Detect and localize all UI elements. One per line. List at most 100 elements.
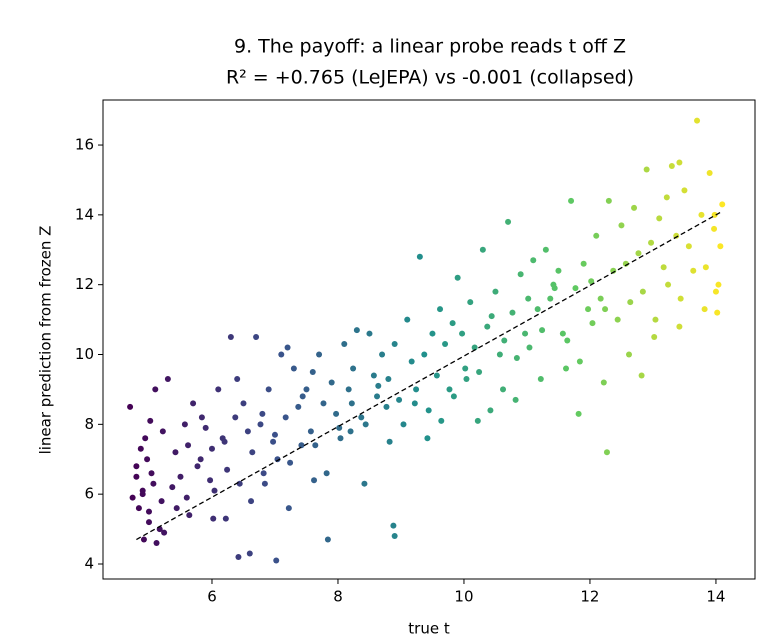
scatter-point (572, 285, 579, 292)
scatter-point (150, 480, 157, 487)
chart-subtitle: R² = +0.765 (LeJEPA) vs -0.001 (collapse… (226, 67, 634, 89)
scatter-point (173, 505, 180, 512)
x-tick-label: 8 (333, 588, 343, 606)
scatter-point (631, 204, 638, 211)
scatter-point (133, 473, 140, 480)
scatter-point (467, 299, 474, 306)
scatter-point (442, 341, 449, 348)
scatter-point (597, 295, 604, 302)
scatter-point (324, 536, 331, 543)
scatter-point (227, 334, 234, 341)
scatter-point (390, 522, 397, 529)
x-tick-label: 6 (207, 588, 217, 606)
scatter-point (198, 414, 205, 421)
scatter-point (534, 306, 541, 313)
scatter-point (285, 505, 292, 512)
scatter-point (379, 351, 386, 358)
scatter-point (701, 306, 708, 313)
scatter-point (542, 246, 549, 253)
scatter-point (137, 445, 144, 452)
scatter-point (539, 327, 546, 334)
scatter-point (350, 365, 357, 372)
scatter-point (605, 197, 612, 204)
scatter-point (145, 508, 152, 515)
scatter-point (194, 463, 201, 470)
scatter-point (375, 382, 382, 389)
scatter-point (690, 267, 697, 274)
scatter-point (563, 365, 570, 372)
scatter-point (719, 201, 726, 208)
scatter-point (362, 421, 369, 428)
scatter-point (715, 281, 722, 288)
scatter-point (450, 393, 457, 400)
scatter-point (651, 334, 658, 341)
scatter-point (711, 225, 718, 232)
scatter-point (660, 264, 667, 271)
scatter-point (446, 386, 453, 393)
scatter-point (555, 267, 562, 274)
x-tick-label: 10 (454, 588, 473, 606)
y-tick-label: 16 (75, 136, 94, 154)
scatter-point (345, 386, 352, 393)
scatter-point (177, 473, 184, 480)
scatter-point (261, 480, 268, 487)
scatter-point (240, 400, 247, 407)
scatter-point (509, 309, 516, 316)
scatter-point (702, 264, 709, 271)
x-axis-label: true t (408, 620, 450, 638)
scatter-point (421, 351, 428, 358)
scatter-point (676, 323, 683, 330)
scatter-point (299, 393, 306, 400)
scatter-point (142, 435, 149, 442)
scatter-point (307, 428, 314, 435)
y-axis-label: linear prediction from frozen Z (37, 226, 55, 455)
scatter-point (197, 456, 204, 463)
scatter-point (648, 239, 655, 246)
scatter-point (404, 316, 411, 323)
scatter-point (312, 442, 319, 449)
scatter-point (638, 372, 645, 379)
scatter-point (603, 449, 610, 456)
scatter-point (249, 449, 256, 456)
scatter-point (185, 442, 192, 449)
scatter-point (284, 344, 291, 351)
scatter-point (320, 400, 327, 407)
scatter-point (236, 480, 243, 487)
scatter-point (614, 316, 621, 323)
scatter-point (575, 410, 582, 417)
scatter-point (303, 386, 310, 393)
scatter-point (309, 368, 316, 375)
scatter-point (471, 344, 478, 351)
scatter-point (147, 417, 154, 424)
scatter-point (140, 536, 147, 543)
scatter-point (133, 463, 140, 470)
scatter-point (271, 431, 278, 438)
scatter-point (278, 351, 285, 358)
scatter-point (517, 271, 524, 278)
scatter-point (627, 299, 634, 306)
scatter-point (153, 540, 160, 547)
scatter-point (159, 428, 166, 435)
y-tick-label: 10 (75, 345, 94, 363)
scatter-point (232, 414, 239, 421)
scatter-point (152, 386, 159, 393)
scatter-point (408, 358, 415, 365)
scatter-point (259, 410, 266, 417)
scatter-point (564, 337, 571, 344)
scatter-point (474, 417, 481, 424)
scatter-point (224, 466, 231, 473)
scatter-point (488, 313, 495, 320)
scatter-point (139, 491, 146, 498)
scatter-point (425, 407, 432, 414)
scatter-point (298, 442, 305, 449)
x-tick-label: 12 (580, 588, 599, 606)
scatter-point (668, 162, 675, 169)
scatter-point (210, 515, 217, 522)
scatter-point (287, 459, 294, 466)
scatter-point (336, 424, 343, 431)
scatter-point (656, 215, 663, 222)
scatter-point (311, 477, 318, 484)
scatter-point (370, 372, 377, 379)
scatter-point (568, 197, 575, 204)
scatter-point (207, 477, 214, 484)
